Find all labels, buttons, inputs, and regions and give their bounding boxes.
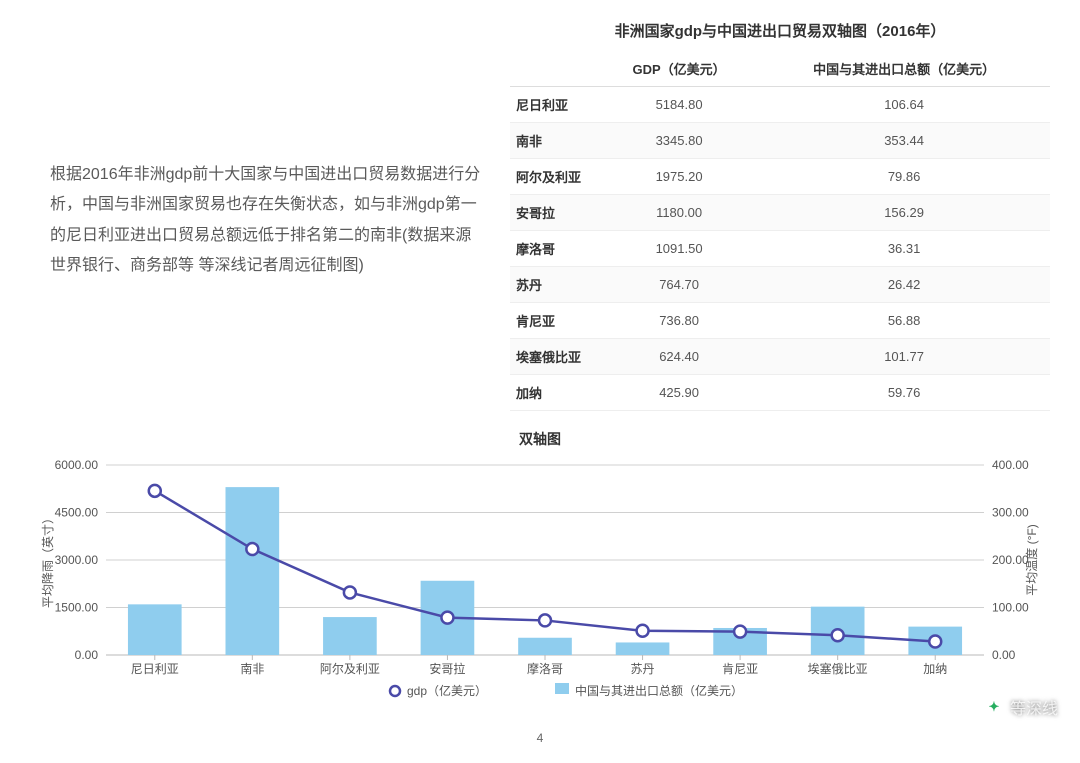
x-tick-label: 肯尼亚 <box>722 662 758 676</box>
chart-marker <box>929 636 941 648</box>
chart-marker <box>539 614 551 626</box>
table-cell: 736.80 <box>600 303 758 339</box>
chart-bar <box>616 642 670 655</box>
legend-bar-label: 中国与其进出口总额（亿美元） <box>575 683 743 698</box>
table-cell: 101.77 <box>758 339 1050 375</box>
table-header-cell: 中国与其进出口总额（亿美元） <box>758 51 1050 87</box>
table-row: 南非3345.80353.44 <box>510 123 1050 159</box>
table-cell: 阿尔及利亚 <box>510 159 600 195</box>
chart-title: 双轴图 <box>0 429 1080 449</box>
svg-text:3000.00: 3000.00 <box>55 553 99 567</box>
x-tick-label: 尼日利亚 <box>131 662 179 676</box>
chart-bar <box>323 617 377 655</box>
svg-text:4500.00: 4500.00 <box>55 506 99 520</box>
table-cell: 摩洛哥 <box>510 231 600 267</box>
table-row: 加纳425.9059.76 <box>510 375 1050 411</box>
svg-text:0.00: 0.00 <box>992 648 1016 662</box>
table-title: 非洲国家gdp与中国进出口贸易双轴图（2016年） <box>510 20 1050 41</box>
chart-bar <box>226 487 280 655</box>
table-row: 苏丹764.7026.42 <box>510 267 1050 303</box>
table-row: 尼日利亚5184.80106.64 <box>510 87 1050 123</box>
table-cell: 埃塞俄比亚 <box>510 339 600 375</box>
table-cell: 156.29 <box>758 195 1050 231</box>
table-cell: 59.76 <box>758 375 1050 411</box>
svg-text:0.00: 0.00 <box>75 648 99 662</box>
legend-line-label: gdp（亿美元） <box>407 683 487 698</box>
table-cell: 加纳 <box>510 375 600 411</box>
table-row: 安哥拉1180.00156.29 <box>510 195 1050 231</box>
table-cell: 5184.80 <box>600 87 758 123</box>
svg-text:300.00: 300.00 <box>992 506 1029 520</box>
x-tick-label: 埃塞俄比亚 <box>808 661 868 676</box>
chart-marker <box>344 586 356 598</box>
table-cell: 尼日利亚 <box>510 87 600 123</box>
chart-marker <box>832 629 844 641</box>
table-row: 阿尔及利亚1975.2079.86 <box>510 159 1050 195</box>
description-text: 根据2016年非洲gdp前十大国家与中国进出口贸易数据进行分析，中国与非洲国家贸… <box>50 20 490 411</box>
table-cell: 苏丹 <box>510 267 600 303</box>
table-header-cell <box>510 51 600 87</box>
table-row: 摩洛哥1091.5036.31 <box>510 231 1050 267</box>
table-cell: 3345.80 <box>600 123 758 159</box>
chart-marker <box>149 485 161 497</box>
table-cell: 56.88 <box>758 303 1050 339</box>
svg-text:1500.00: 1500.00 <box>55 601 99 615</box>
chart-marker <box>441 612 453 624</box>
table-cell: 764.70 <box>600 267 758 303</box>
x-tick-label: 加纳 <box>923 662 947 676</box>
chart-marker <box>734 626 746 638</box>
table-cell: 南非 <box>510 123 600 159</box>
svg-text:400.00: 400.00 <box>992 458 1029 472</box>
chart-bar <box>518 638 572 655</box>
x-tick-label: 南非 <box>240 661 264 676</box>
svg-text:6000.00: 6000.00 <box>55 458 99 472</box>
table-cell: 425.90 <box>600 375 758 411</box>
table-cell: 1180.00 <box>600 195 758 231</box>
watermark-text: 等深线 <box>1010 695 1058 719</box>
data-table-block: 非洲国家gdp与中国进出口贸易双轴图（2016年） GDP（亿美元）中国与其进出… <box>510 20 1050 411</box>
chart-marker <box>637 625 649 637</box>
x-tick-label: 苏丹 <box>631 662 655 676</box>
table-cell: 106.64 <box>758 87 1050 123</box>
table-cell: 1091.50 <box>600 231 758 267</box>
x-tick-label: 安哥拉 <box>429 661 465 676</box>
table-header-cell: GDP（亿美元） <box>600 51 758 87</box>
x-tick-label: 摩洛哥 <box>527 661 563 676</box>
svg-text:200.00: 200.00 <box>992 553 1029 567</box>
table-cell: 353.44 <box>758 123 1050 159</box>
table-cell: 肯尼亚 <box>510 303 600 339</box>
table-cell: 79.86 <box>758 159 1050 195</box>
x-tick-label: 阿尔及利亚 <box>320 661 380 676</box>
table-cell: 1975.20 <box>600 159 758 195</box>
table-row: 肯尼亚736.8056.88 <box>510 303 1050 339</box>
table-cell: 624.40 <box>600 339 758 375</box>
table-row: 埃塞俄比亚624.40101.77 <box>510 339 1050 375</box>
wechat-icon: ✦ <box>984 697 1004 717</box>
watermark: ✦ 等深线 <box>984 695 1058 719</box>
table-cell: 安哥拉 <box>510 195 600 231</box>
table-cell: 36.31 <box>758 231 1050 267</box>
data-table: GDP（亿美元）中国与其进出口总额（亿美元） 尼日利亚5184.80106.64… <box>510 51 1050 411</box>
svg-text:100.00: 100.00 <box>992 601 1029 615</box>
chart-bar <box>128 604 182 655</box>
dual-axis-chart: 0.00 1500.00 3000.00 4500.00 6000.00 0.00 100.… <box>30 451 1050 711</box>
chart-marker <box>246 543 258 555</box>
left-axis-label: 平均降雨（英寸） <box>41 512 55 608</box>
table-cell: 26.42 <box>758 267 1050 303</box>
right-axis-label: 平均温度 (°F) <box>1024 524 1039 595</box>
page-number: 4 <box>537 731 544 745</box>
